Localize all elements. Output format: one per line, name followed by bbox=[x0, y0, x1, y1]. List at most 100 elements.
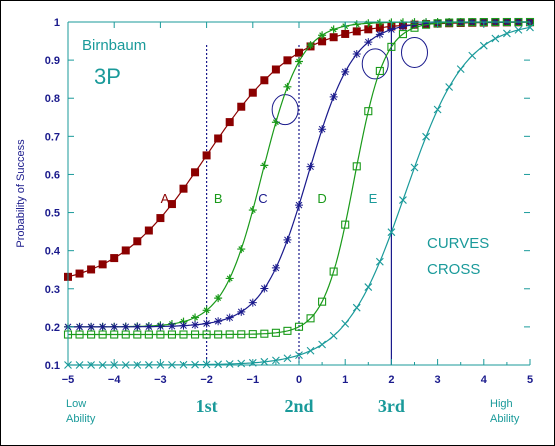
point-A bbox=[121, 246, 130, 255]
marker-open-square bbox=[364, 107, 373, 116]
point-C bbox=[133, 322, 142, 331]
point-E bbox=[422, 132, 430, 141]
marker-plus bbox=[237, 245, 246, 254]
marker-asterisk bbox=[225, 313, 234, 322]
marker-open-square bbox=[352, 162, 361, 171]
marker-open-square bbox=[214, 330, 223, 339]
marker-asterisk bbox=[283, 235, 292, 244]
marker-plus bbox=[306, 41, 315, 50]
marker-x bbox=[306, 346, 315, 355]
marker-x bbox=[283, 354, 292, 363]
point-C bbox=[191, 320, 200, 329]
marker-square bbox=[87, 265, 96, 274]
x-tick-label: −5 bbox=[62, 374, 75, 386]
point-B bbox=[260, 161, 269, 170]
point-C bbox=[144, 322, 153, 331]
marker-open-square bbox=[179, 330, 188, 339]
annotation-line: CROSS bbox=[427, 261, 480, 278]
y-tick-label: 0.9 bbox=[45, 55, 60, 67]
y-tick-label: 0.7 bbox=[45, 131, 60, 143]
point-C bbox=[121, 322, 130, 331]
marker-square bbox=[133, 237, 142, 246]
marker-x bbox=[479, 41, 488, 50]
marker-x bbox=[399, 196, 407, 204]
series-label-E: E bbox=[369, 191, 378, 206]
point-A bbox=[167, 200, 176, 209]
point-B bbox=[318, 31, 327, 40]
point-B bbox=[214, 294, 223, 303]
point-D bbox=[98, 330, 107, 339]
marker-square bbox=[75, 269, 84, 278]
marker-open-square bbox=[167, 330, 176, 339]
point-B bbox=[283, 82, 292, 91]
x-tick-label: 1 bbox=[342, 374, 348, 386]
marker-square bbox=[144, 226, 153, 235]
point-C bbox=[110, 322, 119, 331]
marker-asterisk bbox=[271, 263, 280, 272]
marker-plus bbox=[214, 294, 223, 303]
marker-asterisk bbox=[398, 22, 407, 31]
marker-asterisk bbox=[329, 92, 338, 101]
x-tick-label: −2 bbox=[200, 374, 213, 386]
y-tick-label: 0.6 bbox=[45, 169, 60, 181]
marker-x bbox=[341, 319, 350, 328]
marker-open-square bbox=[445, 18, 454, 27]
marker-asterisk bbox=[387, 25, 396, 34]
point-C bbox=[329, 92, 338, 101]
point-C bbox=[179, 321, 188, 330]
marker-open-square bbox=[271, 328, 280, 337]
marker-square bbox=[225, 118, 234, 127]
crossing-circle-3 bbox=[401, 36, 428, 68]
point-C bbox=[98, 322, 107, 331]
marker-square bbox=[329, 33, 338, 42]
y-axis-label: Probability of Success bbox=[15, 139, 27, 248]
point-D bbox=[410, 23, 419, 32]
low-ability-label: Ability bbox=[66, 413, 96, 425]
point-E bbox=[491, 34, 500, 43]
series-label-D: D bbox=[317, 191, 326, 206]
point-D bbox=[156, 330, 165, 339]
x-tick-label: 0 bbox=[296, 374, 302, 386]
point-A bbox=[283, 56, 292, 65]
crossing-circle-2 bbox=[361, 48, 389, 80]
marker-square bbox=[318, 37, 327, 46]
point-E bbox=[410, 163, 419, 172]
point-C bbox=[398, 22, 407, 31]
marker-open-square bbox=[294, 322, 304, 331]
chart-subtitle: 3P bbox=[94, 64, 121, 89]
marker-x bbox=[329, 331, 338, 340]
marker-open-square bbox=[225, 330, 234, 339]
marker-open-square bbox=[375, 66, 384, 76]
point-D bbox=[179, 330, 188, 339]
marker-square bbox=[248, 88, 257, 97]
marker-open-square bbox=[260, 329, 269, 338]
point-E bbox=[445, 83, 454, 91]
marker-x bbox=[514, 26, 523, 34]
marker-x bbox=[318, 340, 326, 349]
marker-asterisk bbox=[306, 162, 315, 171]
point-A bbox=[352, 27, 361, 36]
point-E bbox=[283, 354, 292, 363]
marker-x bbox=[364, 283, 373, 291]
point-E bbox=[514, 26, 523, 34]
point-D bbox=[214, 330, 223, 339]
point-E bbox=[503, 29, 511, 38]
marker-x bbox=[237, 359, 246, 368]
x-tick-label: 2 bbox=[388, 374, 394, 386]
point-A bbox=[98, 260, 107, 269]
point-D bbox=[191, 330, 200, 339]
point-D bbox=[260, 329, 269, 338]
y-tick-label: 0.5 bbox=[45, 208, 60, 220]
marker-open-square bbox=[410, 23, 419, 32]
point-E bbox=[237, 359, 246, 368]
point-A bbox=[318, 37, 327, 46]
point-D bbox=[87, 330, 96, 339]
marker-open-square bbox=[144, 330, 153, 339]
crossing-order-label: 3rd bbox=[378, 396, 405, 416]
point-C bbox=[341, 67, 350, 76]
point-B bbox=[237, 245, 246, 254]
point-D bbox=[352, 162, 361, 171]
marker-plus bbox=[318, 31, 327, 40]
marker-open-square bbox=[121, 330, 130, 339]
y-tick-label: 0.8 bbox=[45, 93, 60, 105]
